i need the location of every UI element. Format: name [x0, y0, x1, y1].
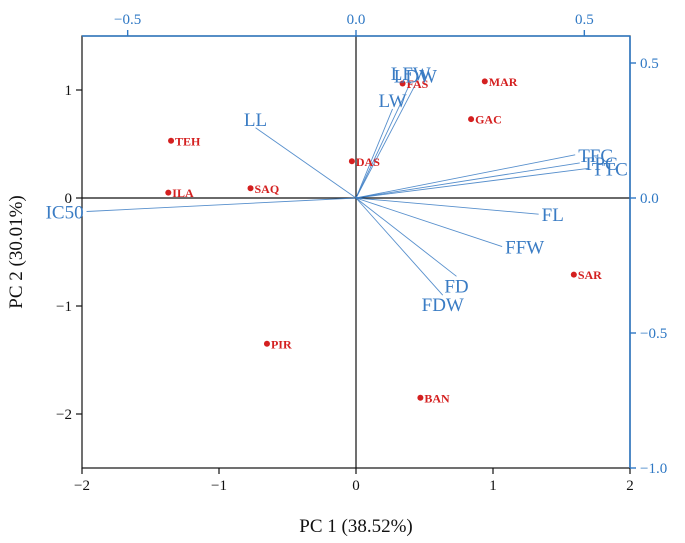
- loading-label: FFW: [505, 238, 544, 259]
- loading-vector: [255, 127, 357, 199]
- loading-label: LDW: [394, 67, 437, 88]
- loading-label: TPC: [583, 154, 618, 175]
- x-tick-label: 1: [489, 478, 497, 494]
- loading-label: TFC: [578, 146, 613, 167]
- score-point: [263, 340, 270, 347]
- score-point: [468, 116, 475, 123]
- loading-label: FD: [444, 276, 468, 297]
- right-tick-label: −1.0: [640, 461, 667, 477]
- loading-label: LW: [378, 91, 406, 112]
- score-point: [247, 185, 254, 192]
- score-point: [399, 80, 406, 87]
- x-axis-title: PC 1 (38.52%): [299, 516, 412, 537]
- x-tick-label: −2: [74, 478, 90, 494]
- loading-vector: [355, 197, 503, 248]
- score-point: [417, 394, 424, 401]
- score-label: GAC: [475, 113, 502, 127]
- score-label: BAN: [424, 391, 450, 405]
- score-label: FAS: [407, 77, 429, 91]
- score-label: PIR: [271, 337, 292, 351]
- score-point: [570, 271, 577, 278]
- score-label: DAS: [356, 155, 380, 169]
- loading-vector: [86, 197, 357, 212]
- loading-label: LFW: [391, 64, 431, 85]
- loading-vector: [355, 81, 412, 199]
- x-tick-label: −1: [211, 478, 227, 494]
- loading-vector: [355, 108, 393, 199]
- loading-vector: [355, 197, 457, 277]
- score-label: MAR: [489, 75, 518, 89]
- loading-label: FL: [542, 205, 564, 226]
- score-point: [168, 137, 175, 144]
- loading-label: FDW: [422, 295, 464, 316]
- loading-vectors-layer: [86, 81, 589, 296]
- score-points-layer: TEH ILA SAQ PIR DAS FAS MAR GAC SAR BAN: [165, 75, 602, 405]
- top-tick-label: 0.5: [575, 12, 594, 28]
- loading-vector: [355, 154, 576, 199]
- y-tick-label: 1: [65, 83, 73, 99]
- score-label: SAQ: [255, 182, 280, 196]
- top-tick-label: −0.5: [114, 12, 141, 28]
- score-point: [481, 78, 488, 85]
- score-label: ILA: [172, 186, 194, 200]
- loading-vector: [355, 197, 539, 215]
- right-tick-label: 0.0: [640, 191, 659, 207]
- top-tick-label: 0.0: [347, 12, 366, 28]
- x-tick-label: 0: [352, 478, 360, 494]
- loading-vector: [355, 197, 444, 296]
- score-point: [165, 189, 172, 196]
- right-tick-label: −0.5: [640, 326, 667, 342]
- y-tick-label: −2: [56, 407, 72, 423]
- loading-vector: [355, 84, 416, 199]
- loading-label: LL: [244, 110, 267, 131]
- right-tick-label: 0.5: [640, 56, 659, 72]
- gridlines-layer: [82, 36, 630, 468]
- loading-vector: [355, 167, 589, 199]
- y-tick-label: 0: [65, 191, 73, 207]
- ticks-layer: −2 −1 0 1 2 −2 −1 0 1 −0.5 0.0 0.5 0.5 0.0 −0.5 −1.0: [56, 12, 667, 494]
- x-tick-label: 2: [626, 478, 634, 494]
- loading-vector: [355, 162, 580, 199]
- loading-label: IC50: [46, 203, 84, 224]
- y-axis-title: PC 2 (30.01%): [6, 195, 27, 308]
- y-tick-label: −1: [56, 299, 72, 315]
- score-label: TEH: [175, 134, 201, 148]
- loading-label: TTC: [592, 159, 628, 180]
- score-point: [348, 158, 355, 165]
- score-label: SAR: [578, 268, 602, 282]
